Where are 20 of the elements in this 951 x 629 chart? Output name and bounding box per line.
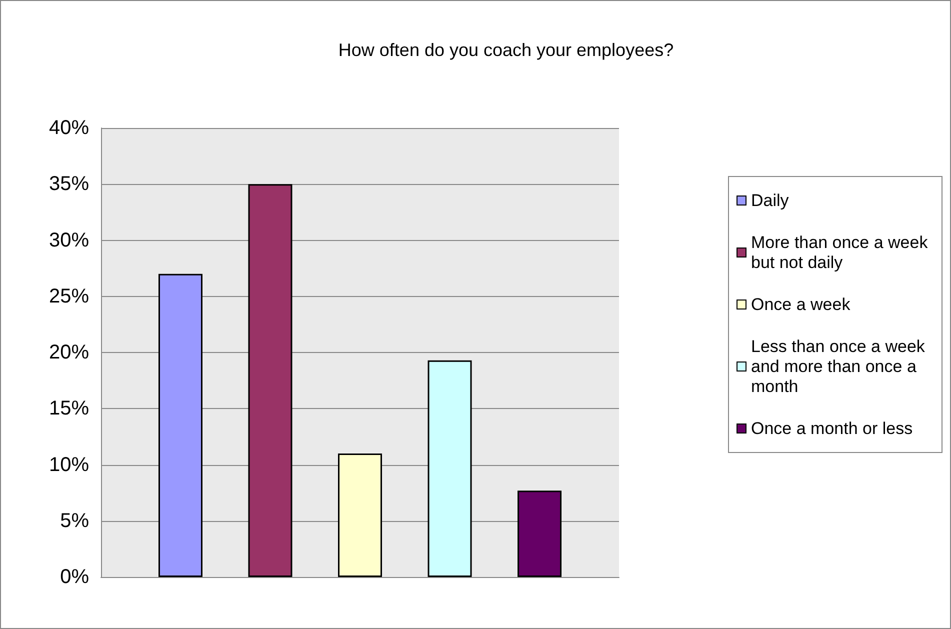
bar	[248, 184, 292, 577]
bar	[428, 360, 472, 577]
y-tick-label: 5%	[60, 510, 90, 532]
y-tick-label: 20%	[48, 342, 90, 364]
y-tick-label: 35%	[48, 173, 90, 196]
y-tick-label: 30%	[48, 229, 90, 252]
y-tick-label: 25%	[48, 285, 90, 308]
legend-label: Once a week	[751, 295, 851, 314]
bar	[338, 454, 382, 577]
y-tick-label: 40%	[48, 117, 90, 139]
legend-label: More than once a week but not daily	[751, 233, 932, 272]
y-tick-label: 0%	[60, 566, 90, 588]
y-tick-label: 15%	[48, 398, 90, 420]
bar	[158, 274, 202, 577]
chart-title: How often do you coach your employees?	[338, 40, 674, 60]
bar	[518, 490, 562, 577]
legend-label: Once a month or less	[751, 419, 913, 438]
y-tick-label: 10%	[48, 454, 90, 476]
legend-label: Less than once a week and more than once a month	[751, 337, 930, 396]
legend-label: Daily	[751, 191, 790, 210]
